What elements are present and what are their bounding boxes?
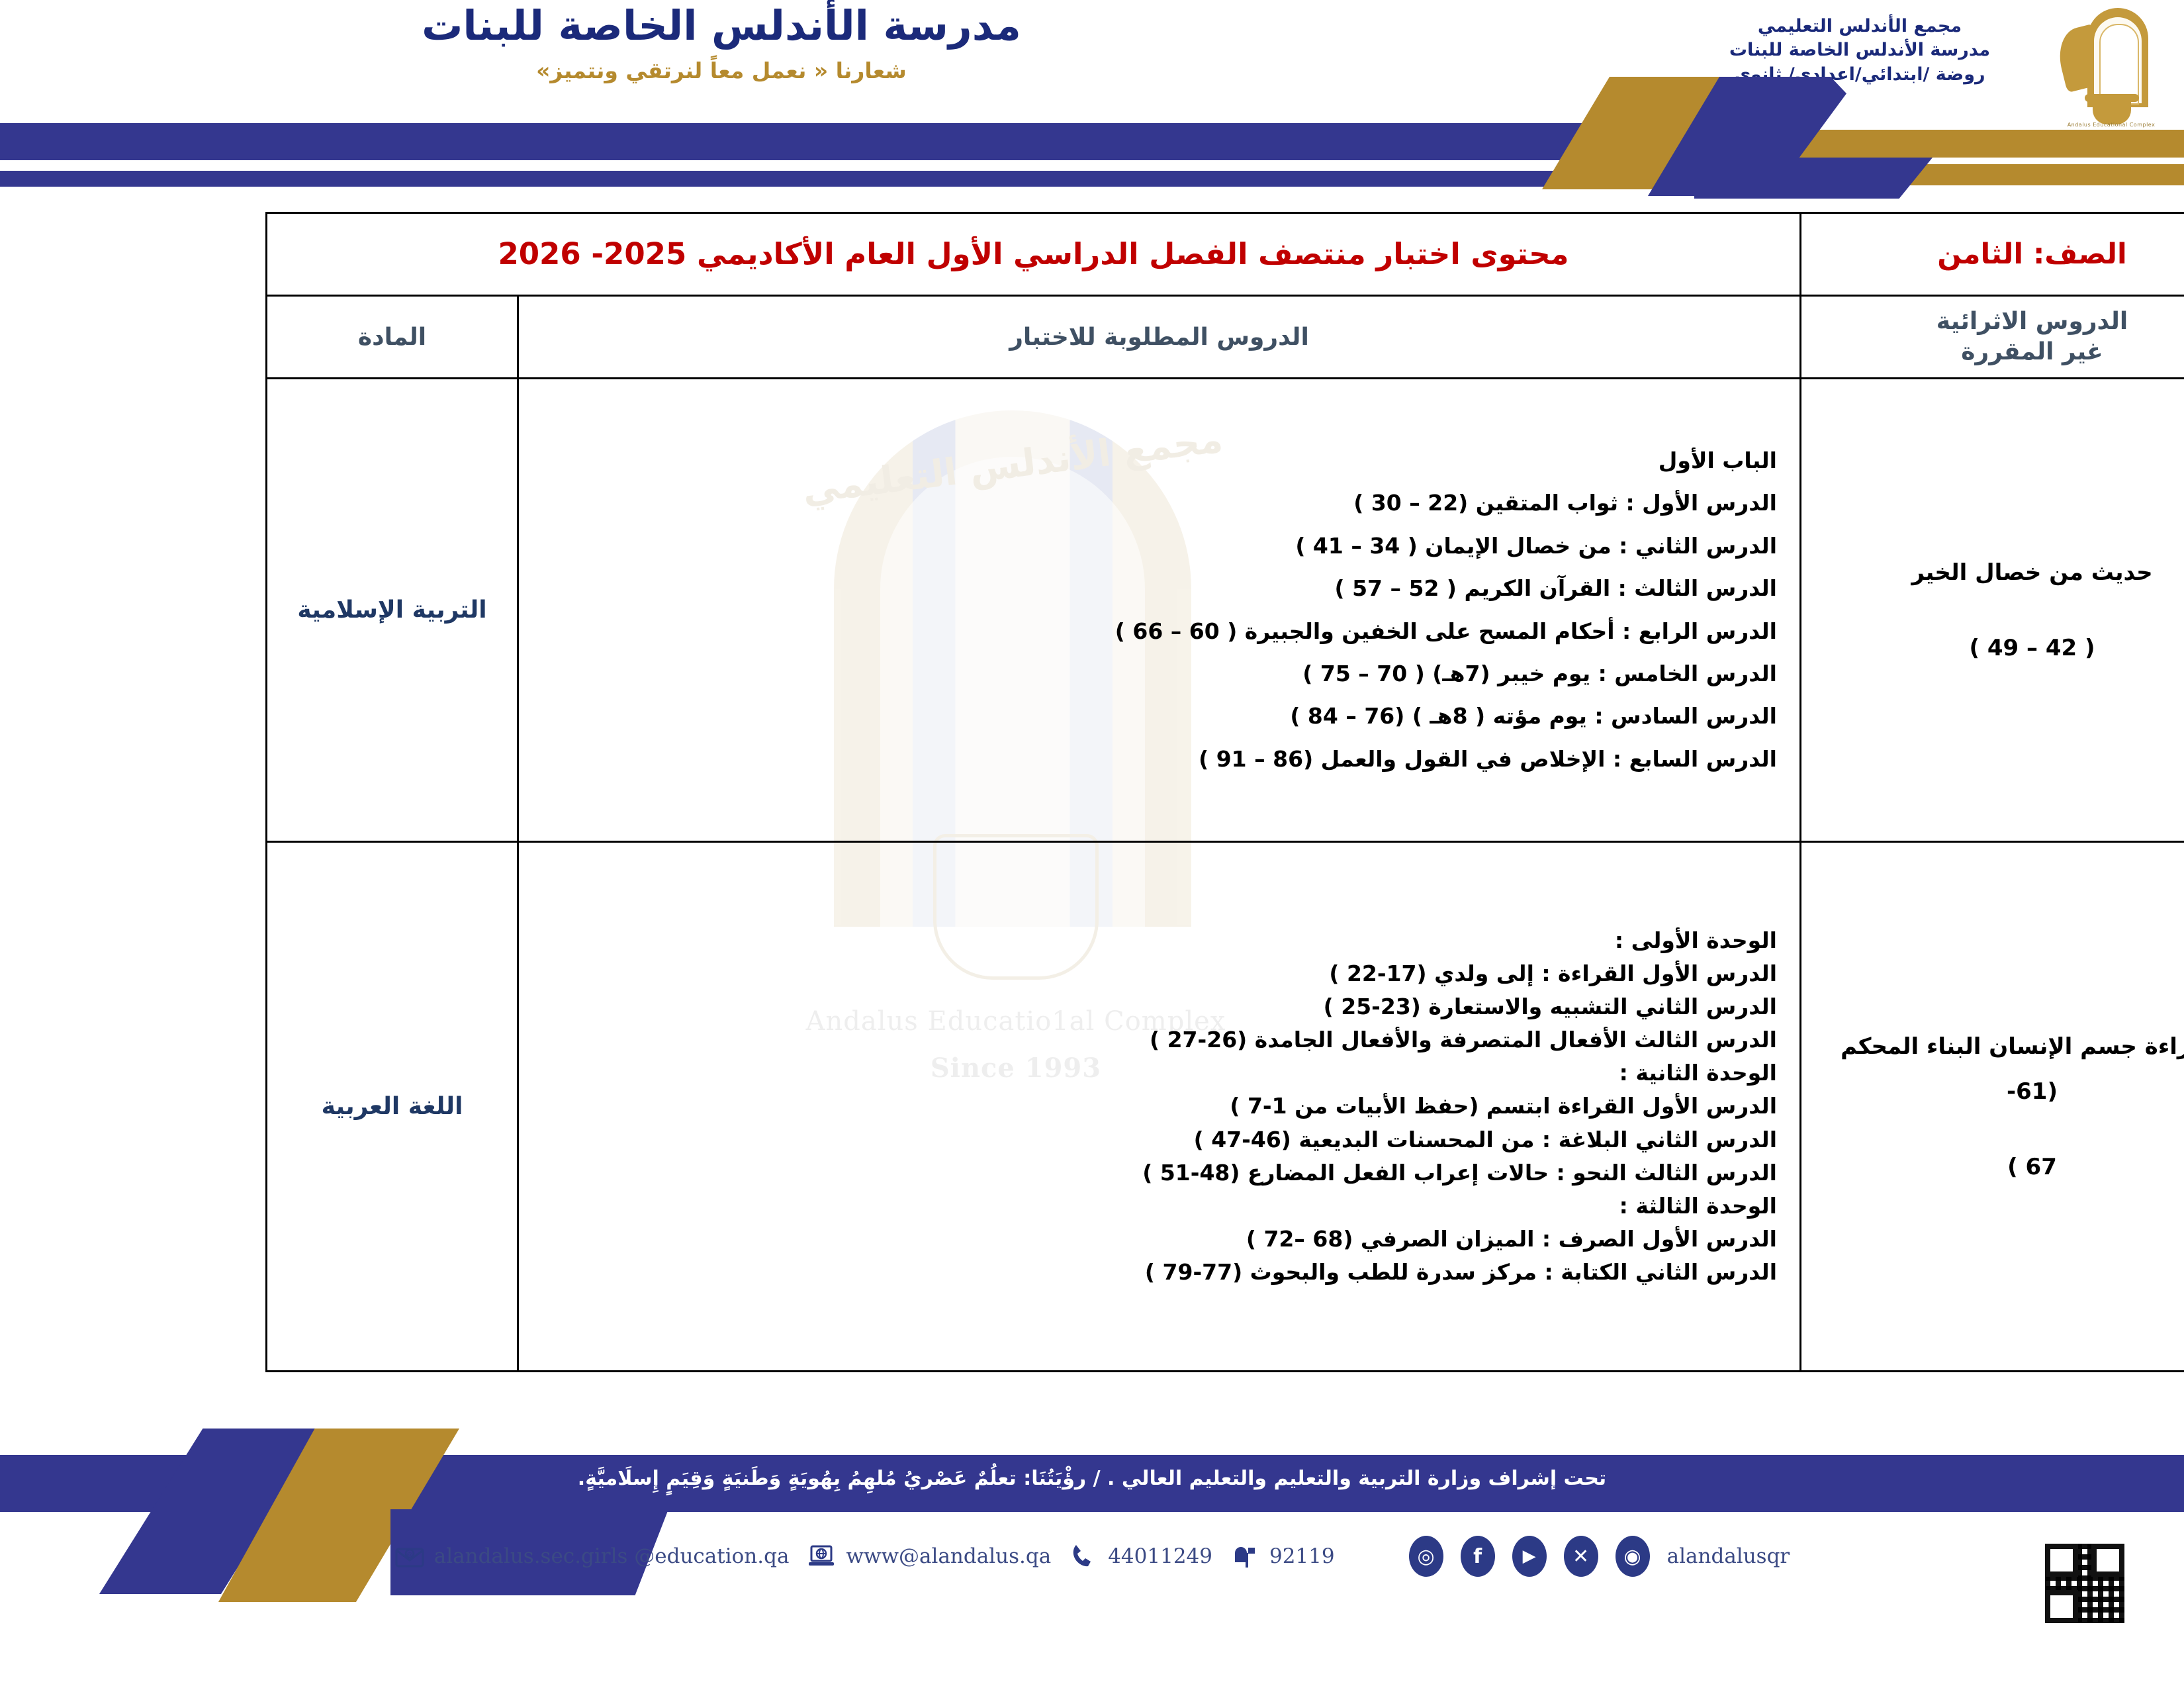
school-motto: شعارنا « نعمل معاً لنرتقي ونتميز»	[536, 58, 907, 84]
column-header-subject: المادة	[265, 295, 520, 379]
complex-identity: مجمع الأندلس التعليمي مدرسة الأندلس الخا…	[1674, 15, 2045, 87]
phone-icon	[1068, 1541, 1099, 1571]
table-row: حديث من خصال الخير ( 42 – 49 ) الباب الأ…	[265, 377, 2184, 843]
table-title-row: الصف: الثامن محتوى اختبار منتصف الفصل ال…	[265, 212, 2184, 297]
page-footer: تحت إشراف وزارة التربية والتعليم والتعلي…	[0, 1403, 2184, 1688]
contact-website-value: www@alandalus.qa	[846, 1544, 1052, 1568]
x-twitter-icon[interactable]: ✕	[1563, 1536, 1598, 1577]
seal-caption: Andalus Educational Complex	[2067, 122, 2156, 128]
facebook-glyph: f	[1473, 1544, 1482, 1568]
exam-content-table: الصف: الثامن محتوى اختبار منتصف الفصل ال…	[265, 212, 2184, 1372]
lessons-cell-islamic: الباب الأول الدرس الأول : ثواب المتقين (…	[517, 377, 1801, 843]
footer-ribbon-blue-tail	[390, 1509, 668, 1595]
lesson-line: الدرس الخامس : يوم خيبر (7هـ) ( 70 – 75 …	[1302, 660, 1777, 686]
header-blue-bar-bottom	[0, 171, 1602, 187]
lesson-line: الدرس الثالث : القرآن الكريم ( 52 – 57 )	[1334, 575, 1778, 602]
seal-arch-core	[2099, 24, 2139, 105]
contact-phone-value: 44011249	[1108, 1544, 1212, 1568]
lesson-line: الدرس الثالث الأفعال المتصرفة والأفعال ا…	[1150, 1027, 1777, 1053]
lesson-line: الدرس الثاني التشبيه والاستعارة (23-25 )	[1323, 993, 1777, 1019]
youtube-glyph: ▶	[1522, 1546, 1536, 1566]
lesson-line: الدرس الثاني : من خصال الإيمان ( 34 – 41…	[1295, 532, 1777, 559]
footer-contact-bar: @ alandalus.sec.girls @education.qa www@…	[0, 1536, 2184, 1577]
table-title-cell: محتوى اختبار منتصف الفصل الدراسي الأول ا…	[265, 212, 1802, 297]
qr-code[interactable]	[2045, 1544, 2124, 1623]
lessons-cell-arabic: الوحدة الأولى : الدرس الأول القراءة : إل…	[517, 841, 1801, 1372]
subject-cell-arabic: اللغة العربية	[265, 841, 520, 1372]
school-seal-logo: Andalus Educational Complex	[2052, 5, 2164, 131]
column-header-enrichment-l1: الدروس الاثرائية	[1936, 307, 2128, 335]
enrichment-cell-islamic: حديث من خصال الخير ( 42 – 49 )	[1799, 377, 2184, 843]
school-name: مدرسة الأندلس الخاصة للبنات	[422, 1, 1022, 50]
website-icon	[806, 1541, 837, 1571]
lesson-line: الدرس الأول الصرف : الميزان الصرفي (68 –…	[1246, 1226, 1777, 1252]
contact-mailbox[interactable]: 92119	[1230, 1541, 1335, 1571]
contact-mailbox-value: 92119	[1269, 1544, 1335, 1568]
contact-email[interactable]: @ alandalus.sec.girls @education.qa	[394, 1541, 790, 1571]
enrichment-text: القراءة جسم الإنسان البناء المحكم (61-	[1841, 1033, 2184, 1105]
email-icon: @	[394, 1541, 425, 1571]
column-header-enrichment: الدروس الاثرائية غير المقررة	[1799, 295, 2184, 379]
contact-email-value: alandalus.sec.girls @education.qa	[433, 1544, 790, 1568]
lesson-line: الدرس الأول القراءة ابتسم (حفظ الأبيات م…	[1230, 1093, 1777, 1119]
lesson-line: الدرس الثالث النحو : حالات إعراب الفعل ا…	[1142, 1159, 1777, 1186]
svg-text:@: @	[406, 1552, 412, 1558]
lesson-line: الدرس السابع : الإخلاص في القول والعمل (…	[1199, 745, 1777, 772]
seal-base-shape	[2093, 98, 2131, 124]
lesson-line: الدرس الثاني البلاغة : من المحسنات البدي…	[1193, 1126, 1777, 1152]
lesson-line: الدرس الرابع : أحكام المسح على الخفين وا…	[1115, 618, 1777, 644]
header-ribbon-blue-tail	[1694, 158, 1933, 199]
header-blue-bar-top	[0, 123, 1602, 160]
x-twitter-glyph: ✕	[1572, 1544, 1590, 1568]
lesson-line: الدرس الأول القراءة : إلى ولدي (17-22 )	[1329, 960, 1777, 986]
ministry-supervision-text: تحت إشراف وزارة التربية والتعليم والتعلي…	[577, 1467, 1607, 1490]
lesson-line: الدرس الأول : ثواب المتقين (22 – 30 )	[1353, 490, 1777, 516]
instagram-glyph: ◎	[1417, 1544, 1435, 1568]
grade-cell: الصف: الثامن	[1799, 212, 2184, 297]
complex-school-line: مدرسة الأندلس الخاصة للبنات	[1729, 40, 1991, 61]
social-handle: alandalusqr	[1666, 1544, 1790, 1568]
lesson-line: الدرس السادس : يوم مؤته ( 8هـ ) (76 – 84…	[1290, 703, 1777, 729]
complex-name: مجمع الأندلس التعليمي	[1757, 16, 1962, 36]
enrichment-pages: 67 )	[2007, 1153, 2057, 1180]
enrichment-cell-arabic: القراءة جسم الإنسان البناء المحكم (61- 6…	[1799, 841, 2184, 1372]
enrichment-text: حديث من خصال الخير	[1911, 559, 2153, 586]
snapchat-icon[interactable]: ◉	[1615, 1536, 1650, 1577]
school-identity: مدرسة الأندلس الخاصة للبنات شعارنا « نعم…	[371, 3, 1072, 83]
youtube-icon[interactable]: ▶	[1512, 1536, 1547, 1577]
instagram-icon[interactable]: ◎	[1408, 1536, 1443, 1577]
snapchat-glyph: ◉	[1623, 1544, 1641, 1568]
contact-phone[interactable]: 44011249	[1068, 1541, 1212, 1571]
table-header-row: الدروس الاثرائية غير المقررة الدروس المط…	[265, 295, 2184, 379]
facebook-icon[interactable]: f	[1460, 1536, 1495, 1577]
subject-cell-islamic: التربية الإسلامية	[265, 377, 520, 843]
lesson-line: الوحدة الثانية :	[1619, 1060, 1777, 1086]
lesson-line: الباب الأول	[1658, 447, 1777, 474]
column-header-lessons: الدروس المطلوبة للاختبار	[517, 295, 1801, 379]
lesson-line: الدرس الثاني الكتابة : مركز سدرة للطب وا…	[1144, 1259, 1777, 1286]
lesson-line: الوحدة الأولى :	[1614, 927, 1777, 953]
page-header: مدرسة الأندلس الخاصة للبنات شعارنا « نعم…	[0, 0, 2184, 199]
lesson-line: الوحدة الثالثة :	[1619, 1192, 1777, 1219]
contact-website[interactable]: www@alandalus.qa	[806, 1541, 1051, 1571]
mailbox-icon	[1230, 1541, 1260, 1571]
column-header-enrichment-l2: غير المقررة	[1961, 338, 2103, 365]
table-row: القراءة جسم الإنسان البناء المحكم (61- 6…	[265, 841, 2184, 1372]
enrichment-pages: ( 42 – 49 )	[1969, 634, 2095, 661]
